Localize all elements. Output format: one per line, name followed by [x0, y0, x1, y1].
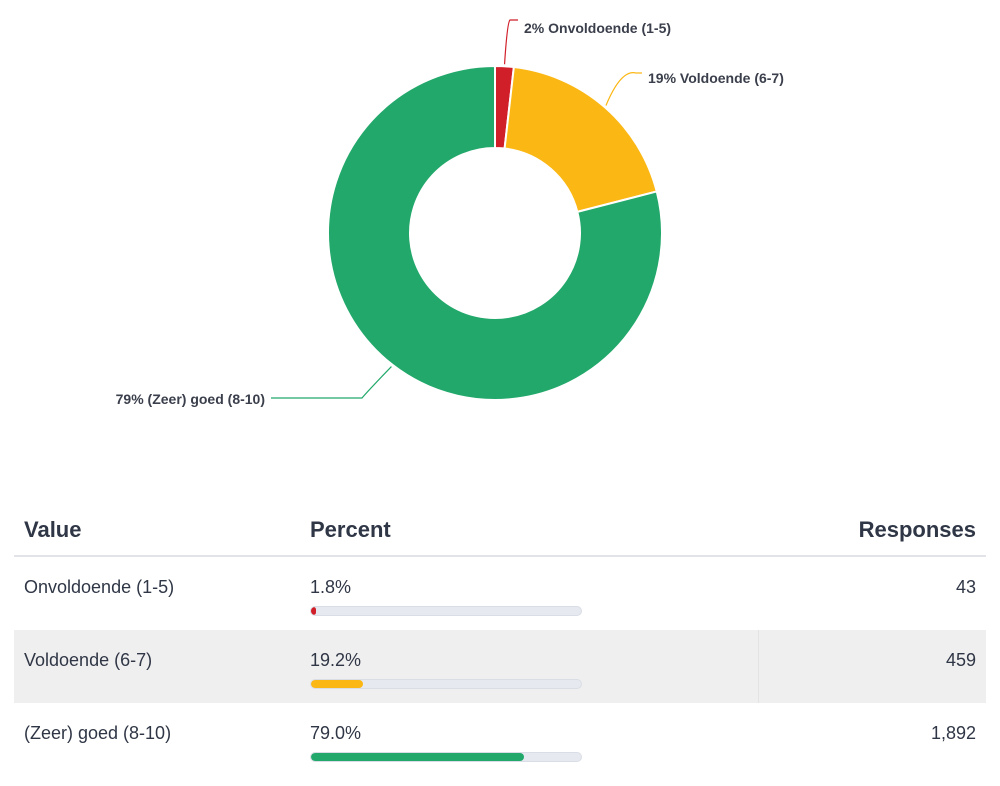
row-responses: 1,892	[930, 723, 976, 743]
table-row: Voldoende (6-7) 19.2% 459	[14, 630, 986, 703]
percent-bar-track	[310, 679, 582, 689]
row-responses: 43	[955, 577, 976, 597]
table-row: Onvoldoende (1-5) 1.8% 43	[14, 556, 986, 630]
leader-line-0	[503, 19, 518, 65]
row-percent: 79.0%	[310, 723, 362, 743]
row-percent: 19.2%	[310, 650, 362, 670]
leader-line-1	[605, 72, 642, 106]
percent-bar-track	[310, 752, 582, 762]
percent-bar-fill	[311, 607, 316, 615]
row-percent-cell: 1.8%	[300, 556, 759, 630]
row-percent-cell: 19.2%	[300, 630, 759, 703]
percent-bar-fill	[311, 753, 525, 761]
slice-label-2: 79% (Zeer) goed (8-10)	[116, 391, 265, 407]
slice-label-0: 2% Onvoldoende (1-5)	[524, 20, 671, 36]
table-row: (Zeer) goed (8-10) 79.0% 1,892	[14, 703, 986, 776]
row-value: Voldoende (6-7)	[14, 630, 300, 703]
donut-chart-svg: 2% Onvoldoende (1-5) 19% Voldoende (6-7) 7…	[116, 19, 784, 407]
header-percent[interactable]: Percent	[300, 505, 759, 557]
leader-line-2	[271, 366, 392, 399]
row-value: (Zeer) goed (8-10)	[24, 723, 172, 743]
percent-bar-track	[310, 606, 582, 616]
row-value: Onvoldoende (1-5)	[24, 577, 175, 597]
row-responses: 459	[758, 630, 986, 703]
row-percent: 1.8%	[310, 577, 352, 597]
row-percent-cell: 79.0%	[300, 703, 759, 776]
slice-label-1: 19% Voldoende (6-7)	[648, 70, 784, 86]
header-responses[interactable]: Responses	[758, 505, 986, 557]
table-header-row: Value Percent Responses	[14, 505, 986, 557]
results-table: Value Percent Responses Onvoldoende (1-5…	[14, 505, 986, 776]
header-value[interactable]: Value	[14, 505, 300, 557]
percent-bar-fill	[311, 680, 363, 688]
donut-slice-2[interactable]	[327, 64, 663, 401]
donut-slice-1[interactable]	[503, 65, 658, 214]
donut-chart: 2% Onvoldoende (1-5) 19% Voldoende (6-7) 7…	[116, 19, 784, 407]
